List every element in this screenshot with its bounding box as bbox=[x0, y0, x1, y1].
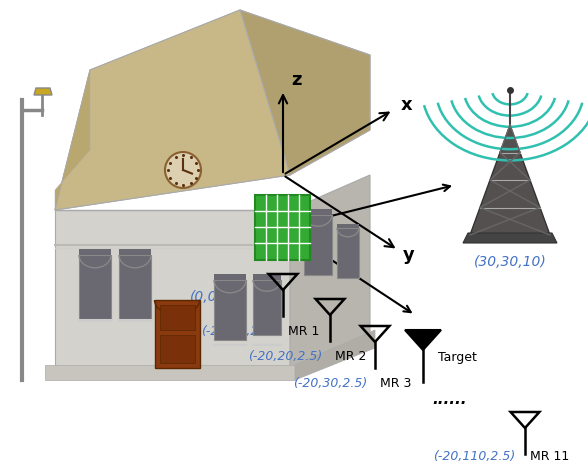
Polygon shape bbox=[337, 224, 359, 228]
Polygon shape bbox=[119, 249, 151, 255]
Polygon shape bbox=[119, 255, 151, 320]
Text: (-20,30,2.5): (-20,30,2.5) bbox=[293, 377, 367, 390]
Text: (-20,110,2.5): (-20,110,2.5) bbox=[433, 450, 515, 463]
Polygon shape bbox=[214, 280, 246, 340]
Polygon shape bbox=[253, 274, 281, 280]
Polygon shape bbox=[304, 215, 332, 275]
Polygon shape bbox=[34, 88, 52, 95]
Polygon shape bbox=[55, 10, 370, 210]
Polygon shape bbox=[160, 305, 195, 330]
Polygon shape bbox=[79, 255, 111, 320]
Text: MR 1: MR 1 bbox=[288, 325, 319, 338]
Polygon shape bbox=[253, 280, 281, 335]
Text: (-20,10,2.5): (-20,10,2.5) bbox=[201, 325, 275, 338]
Polygon shape bbox=[55, 10, 290, 210]
Polygon shape bbox=[214, 274, 246, 280]
Polygon shape bbox=[463, 233, 557, 243]
Text: MR 11: MR 11 bbox=[530, 450, 569, 463]
Text: (30,30,10): (30,30,10) bbox=[473, 255, 546, 269]
Text: z: z bbox=[291, 71, 302, 89]
Polygon shape bbox=[240, 10, 370, 175]
Text: MR 2: MR 2 bbox=[335, 350, 366, 363]
Polygon shape bbox=[160, 335, 195, 363]
Polygon shape bbox=[55, 70, 90, 210]
Polygon shape bbox=[45, 365, 295, 380]
Text: x: x bbox=[401, 96, 413, 114]
Polygon shape bbox=[470, 125, 550, 235]
Text: (0,0,2.5): (0,0,2.5) bbox=[191, 290, 250, 304]
Polygon shape bbox=[290, 175, 370, 370]
Text: MR 3: MR 3 bbox=[380, 377, 412, 390]
Polygon shape bbox=[337, 228, 359, 278]
Polygon shape bbox=[405, 330, 441, 350]
Polygon shape bbox=[295, 330, 375, 380]
Text: y: y bbox=[403, 246, 415, 264]
Polygon shape bbox=[55, 210, 290, 370]
Circle shape bbox=[165, 152, 201, 188]
Polygon shape bbox=[79, 249, 111, 255]
Text: ......: ...... bbox=[433, 393, 467, 407]
Polygon shape bbox=[155, 300, 200, 368]
Polygon shape bbox=[255, 195, 310, 260]
Text: Target: Target bbox=[438, 352, 477, 364]
Polygon shape bbox=[304, 210, 332, 215]
Text: (-20,20,2.5): (-20,20,2.5) bbox=[248, 350, 322, 363]
